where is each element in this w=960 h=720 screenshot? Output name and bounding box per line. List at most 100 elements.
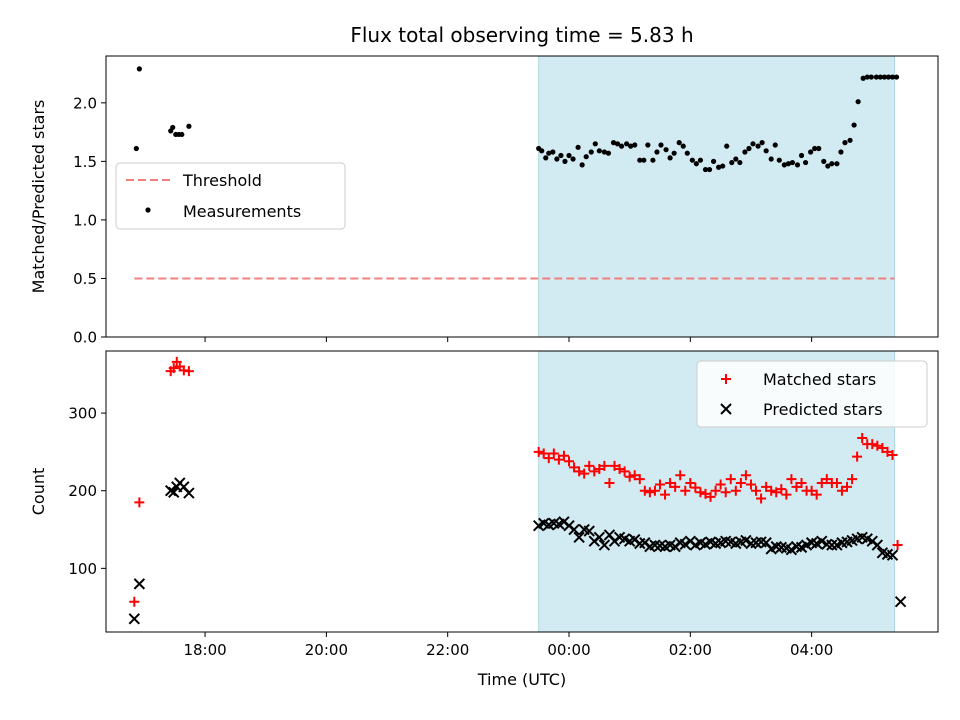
data-point xyxy=(539,148,545,154)
data-point xyxy=(550,149,556,155)
data-point xyxy=(842,481,853,492)
data-point xyxy=(842,140,848,146)
legend-top: Threshold Measurements xyxy=(115,162,346,230)
data-point xyxy=(676,140,682,146)
data-point xyxy=(791,481,802,492)
chart-title: Flux total observing time = 5.83 h xyxy=(350,23,693,47)
y-axis-label: Matched/Predicted stars xyxy=(29,100,48,294)
data-point xyxy=(785,161,791,167)
data-point xyxy=(136,66,142,72)
data-point xyxy=(598,539,611,551)
data-point xyxy=(628,143,634,149)
data-point xyxy=(538,448,549,459)
data-point xyxy=(644,487,655,498)
x-tick-label: 00:00 xyxy=(547,641,590,659)
data-point xyxy=(785,544,798,556)
y-tick-label: 2.0 xyxy=(73,94,97,112)
data-point xyxy=(881,74,888,80)
data-point xyxy=(838,149,844,155)
legend-box xyxy=(696,360,928,428)
data-point xyxy=(574,466,585,477)
data-point xyxy=(806,485,817,496)
x-tick-label: 22:00 xyxy=(426,641,469,659)
x-tick-label: 04:00 xyxy=(790,641,833,659)
data-point xyxy=(798,152,805,159)
data-point xyxy=(761,481,772,492)
data-point xyxy=(771,487,782,498)
data-point xyxy=(609,460,620,471)
axes-frame xyxy=(105,350,939,633)
data-point xyxy=(675,470,686,481)
data-point xyxy=(619,466,630,477)
data-point xyxy=(624,141,630,147)
data-point xyxy=(889,74,896,80)
data-point xyxy=(579,468,590,479)
data-point xyxy=(168,486,180,498)
data-point xyxy=(650,157,656,163)
data-point xyxy=(886,549,899,561)
data-point xyxy=(689,157,695,163)
data-point xyxy=(170,124,176,131)
y-tick-label: 0.5 xyxy=(73,270,97,288)
data-point xyxy=(745,479,756,490)
data-point xyxy=(546,150,552,156)
y-axis-label: Count xyxy=(29,468,48,516)
data-point xyxy=(796,477,807,488)
y-tick-label: 0.0 xyxy=(73,329,97,347)
data-point xyxy=(873,74,879,80)
data-point xyxy=(637,157,643,163)
data-point xyxy=(564,456,575,467)
data-point xyxy=(129,596,140,607)
data-point xyxy=(593,531,606,544)
data-point xyxy=(695,487,706,498)
data-point xyxy=(665,477,676,488)
data-point xyxy=(742,149,748,155)
axes-frame xyxy=(105,55,939,338)
data-point xyxy=(618,143,625,149)
data-point xyxy=(658,142,664,148)
data-point xyxy=(867,439,878,450)
series-predicted-stars xyxy=(128,477,907,625)
data-point xyxy=(596,148,602,154)
legend-box xyxy=(115,162,346,230)
data-point xyxy=(740,534,752,547)
data-point xyxy=(566,152,572,159)
legend-measurement-label: Measurements xyxy=(183,202,301,221)
data-point xyxy=(768,156,774,162)
data-point xyxy=(705,491,716,502)
data-point xyxy=(759,140,765,146)
series-matched-stars xyxy=(129,356,903,607)
data-point xyxy=(594,463,605,474)
data-point xyxy=(725,474,736,485)
data-point xyxy=(847,137,853,143)
data-point xyxy=(568,523,580,536)
data-point xyxy=(639,485,650,496)
legend-measurement-swatch xyxy=(145,207,151,213)
data-point xyxy=(624,471,635,482)
data-point xyxy=(864,74,870,80)
data-point xyxy=(855,99,861,105)
data-point xyxy=(746,145,752,152)
data-point xyxy=(789,159,796,166)
ratio-panel: 0.0 0.5 1.0 1.5 2.0 Matched/Predicted stars Th… xyxy=(29,55,939,347)
data-point xyxy=(811,489,822,500)
data-point xyxy=(887,450,898,461)
data-point xyxy=(679,538,691,550)
y-tick-label: 1.0 xyxy=(73,211,97,229)
y-tick-label: 100 xyxy=(68,560,97,578)
data-point xyxy=(825,163,831,169)
data-point xyxy=(882,446,893,457)
data-point xyxy=(570,156,576,162)
data-point xyxy=(710,485,721,496)
data-point xyxy=(894,596,907,608)
legend-threshold-label: Threshold xyxy=(182,171,262,190)
data-point xyxy=(740,470,751,481)
data-point xyxy=(733,156,739,162)
legend-predicted-swatch xyxy=(720,403,732,415)
data-point xyxy=(660,489,671,500)
data-point xyxy=(684,150,690,156)
data-point xyxy=(702,166,709,173)
data-point xyxy=(877,74,883,80)
data-point xyxy=(599,460,610,471)
